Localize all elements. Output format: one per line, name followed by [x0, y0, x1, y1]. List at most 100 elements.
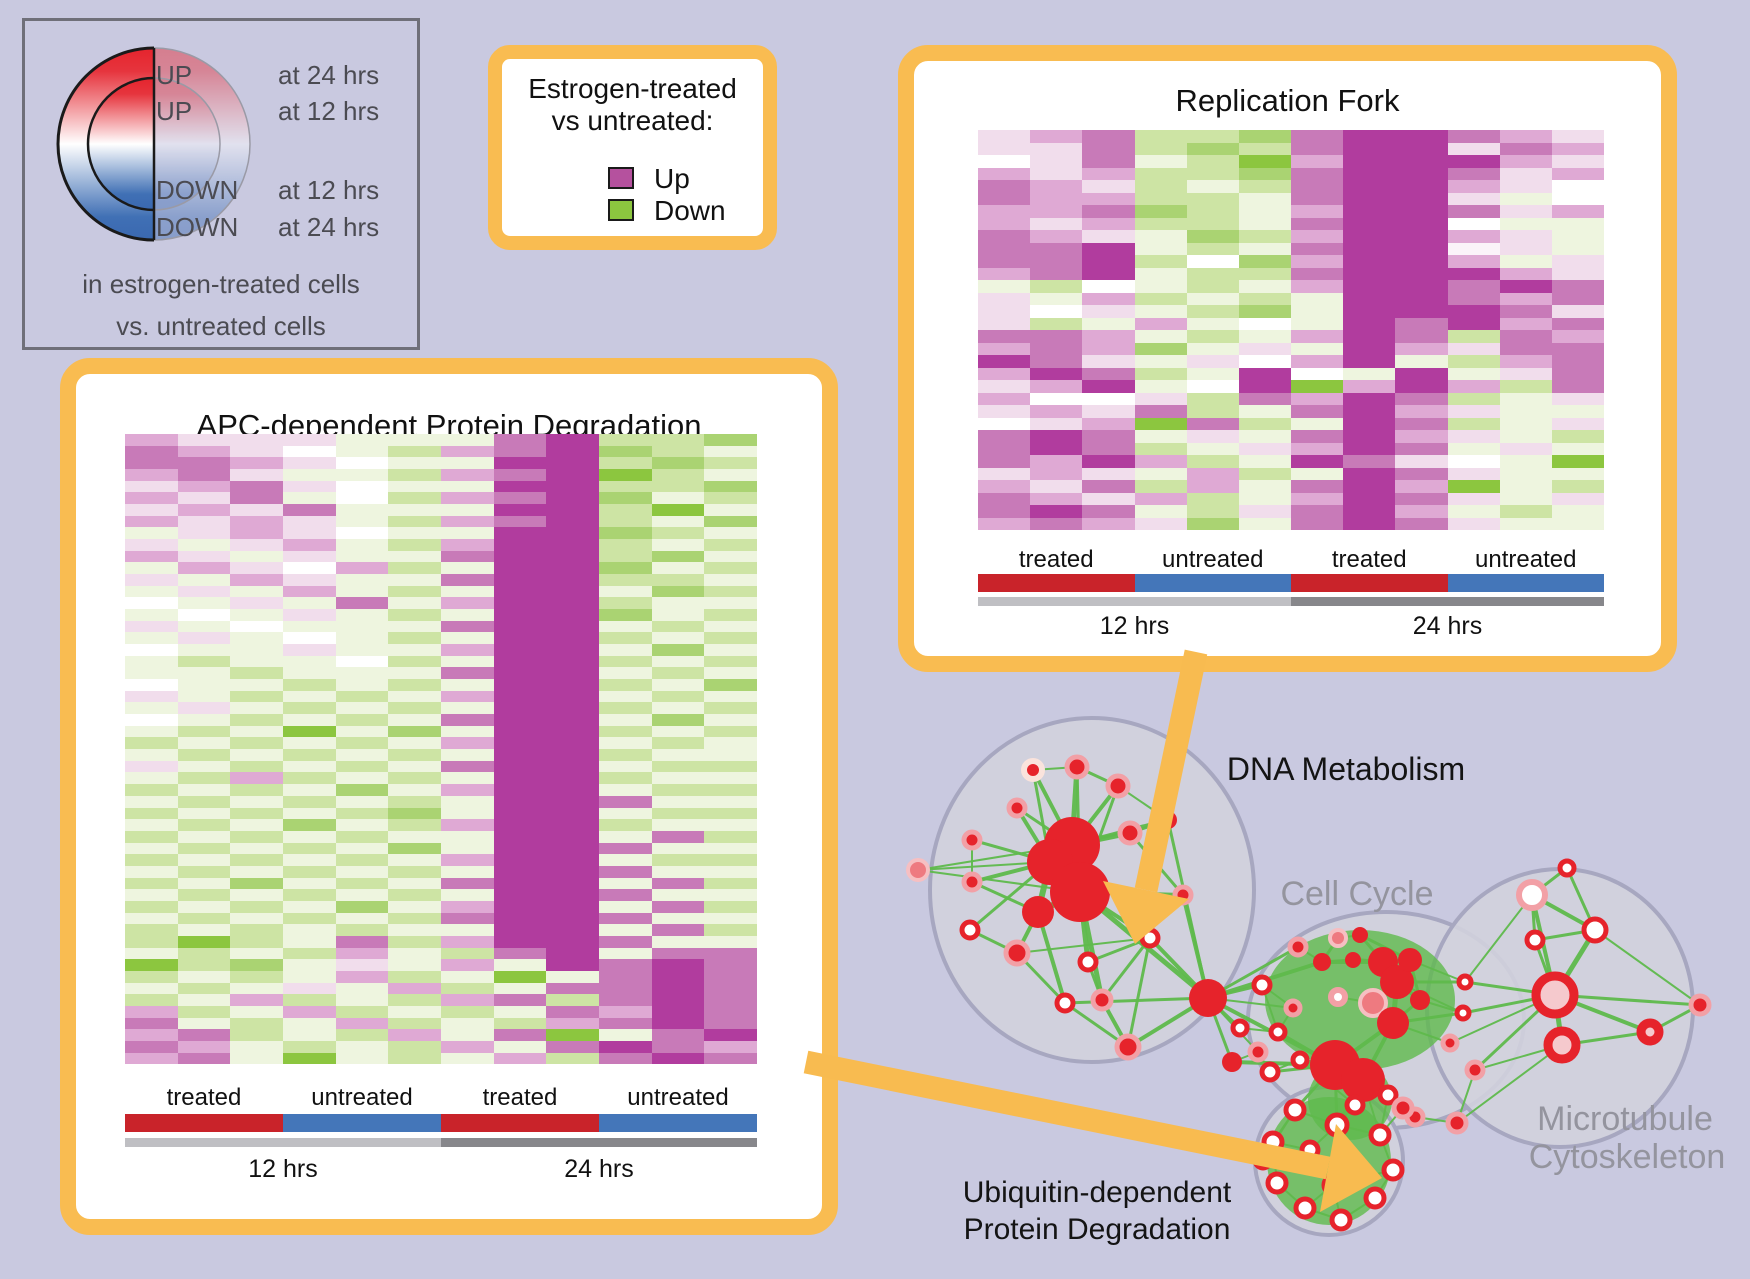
network-edge — [1552, 928, 1598, 997]
heatmap-cell — [1186, 492, 1239, 505]
heatmap-cell — [125, 679, 178, 691]
heatmap-cell — [1082, 330, 1135, 343]
network-edge — [1269, 1063, 1336, 1074]
heatmap-row — [978, 342, 1605, 355]
network-edge — [1032, 766, 1078, 771]
heatmap-cell — [704, 679, 758, 691]
heatmap-cell — [546, 1052, 600, 1065]
heatmap-row — [125, 935, 758, 948]
heatmap-cell — [441, 515, 494, 528]
heatmap-row — [978, 430, 1605, 443]
network-edge — [1554, 993, 1651, 1034]
up-color-swatch — [608, 167, 634, 189]
heatmap-cell — [978, 355, 1031, 368]
network-edge — [1269, 1059, 1301, 1073]
apc-heatmap — [125, 434, 758, 1065]
heatmap-cell — [388, 480, 442, 493]
heatmap-cell — [1134, 155, 1187, 168]
network-node-ringW — [1321, 1173, 1345, 1197]
heatmap-cell — [177, 865, 231, 878]
heatmap-cell — [1499, 430, 1552, 443]
heatmap-cell — [230, 679, 284, 691]
heatmap-row — [125, 679, 758, 691]
network-edge — [969, 860, 1051, 932]
heatmap-cell — [1343, 480, 1396, 493]
heatmap-cell — [1499, 442, 1552, 455]
heatmap-cell — [1395, 142, 1448, 155]
heatmap-cell — [704, 434, 758, 446]
network-node-ringW — [1077, 951, 1099, 973]
heatmap-cell — [1030, 267, 1083, 280]
network-edge — [969, 928, 1018, 955]
heatmap-cell — [1551, 217, 1605, 230]
heatmap-cell — [1551, 255, 1605, 268]
heatmap-cell — [441, 492, 494, 505]
heatmap-cell — [1134, 367, 1187, 380]
heatmap-cell — [704, 737, 758, 750]
heatmap-cell — [388, 807, 442, 820]
heatmap-cell — [1447, 192, 1500, 205]
network-edge — [1016, 937, 1151, 954]
heatmap-row — [978, 317, 1605, 330]
heatmap-cell — [1082, 342, 1135, 355]
heatmap-cell — [1186, 130, 1239, 143]
heatmap-cell — [388, 819, 442, 831]
network-edge — [1456, 1044, 1563, 1124]
heatmap-cell — [177, 702, 231, 715]
network-node-red — [1044, 817, 1100, 873]
heatmap-cell — [978, 130, 1031, 143]
heatmap-cell — [283, 982, 336, 995]
heatmap-cell — [546, 550, 600, 563]
heatmap-cell — [1030, 455, 1083, 468]
dense-edge-patch — [1267, 1097, 1391, 1225]
heatmap-cell — [978, 480, 1031, 493]
network-edge — [1530, 894, 1557, 996]
network-edge — [1276, 1182, 1306, 1209]
heatmap-cell — [493, 784, 547, 796]
heatmap-cell — [599, 970, 652, 983]
network-edge — [1309, 1124, 1338, 1151]
heatmap-cell — [283, 959, 336, 971]
heatmap-cell — [599, 574, 652, 586]
bar-segment — [441, 1114, 599, 1132]
network-edge — [971, 860, 1051, 884]
network-edge — [1594, 929, 1701, 1006]
heatmap-cell — [493, 702, 547, 715]
heatmap-cell — [546, 504, 600, 516]
heatmap-cell — [1343, 130, 1396, 143]
heatmap-cell — [546, 877, 600, 890]
network-node-red — [1050, 862, 1110, 922]
heatmap-cell — [177, 970, 231, 983]
heatmap-cell — [177, 924, 231, 936]
heatmap-cell — [651, 772, 705, 785]
heatmap-cell — [1395, 330, 1448, 343]
heatmap-cell — [546, 585, 600, 598]
heatmap-cell — [441, 702, 494, 715]
heatmap-cell — [335, 667, 389, 680]
heatmap-cell — [283, 830, 336, 843]
network-edge — [1015, 951, 1067, 1005]
heatmap-cell — [1082, 417, 1135, 430]
heatmap-row — [978, 205, 1605, 218]
network-node-ringW — [1283, 1098, 1307, 1122]
heatmap-cell — [1030, 255, 1083, 268]
heatmap-cell — [1551, 342, 1605, 355]
heatmap-cell — [1030, 467, 1083, 480]
network-edge — [1069, 766, 1080, 846]
heatmap-cell — [177, 574, 231, 586]
apc-time-24hrs: 24 hrs — [564, 1155, 634, 1183]
heatmap-cell — [1499, 355, 1552, 368]
heatmap-cell — [230, 550, 284, 563]
heatmap-row — [978, 142, 1605, 155]
network-edge — [1261, 984, 1279, 1033]
heatmap-cell — [283, 609, 336, 621]
network-edge — [1337, 934, 1361, 939]
heatmap-cell — [230, 445, 284, 458]
arrow-shaft-rf-to-dna — [1134, 649, 1208, 893]
network-node-red — [1310, 1040, 1360, 1090]
heatmap-cell — [177, 784, 231, 796]
heatmap-cell — [1030, 430, 1083, 443]
heatmap-cell — [335, 830, 389, 843]
heatmap-cell — [493, 550, 547, 563]
heatmap-cell — [1499, 155, 1552, 168]
